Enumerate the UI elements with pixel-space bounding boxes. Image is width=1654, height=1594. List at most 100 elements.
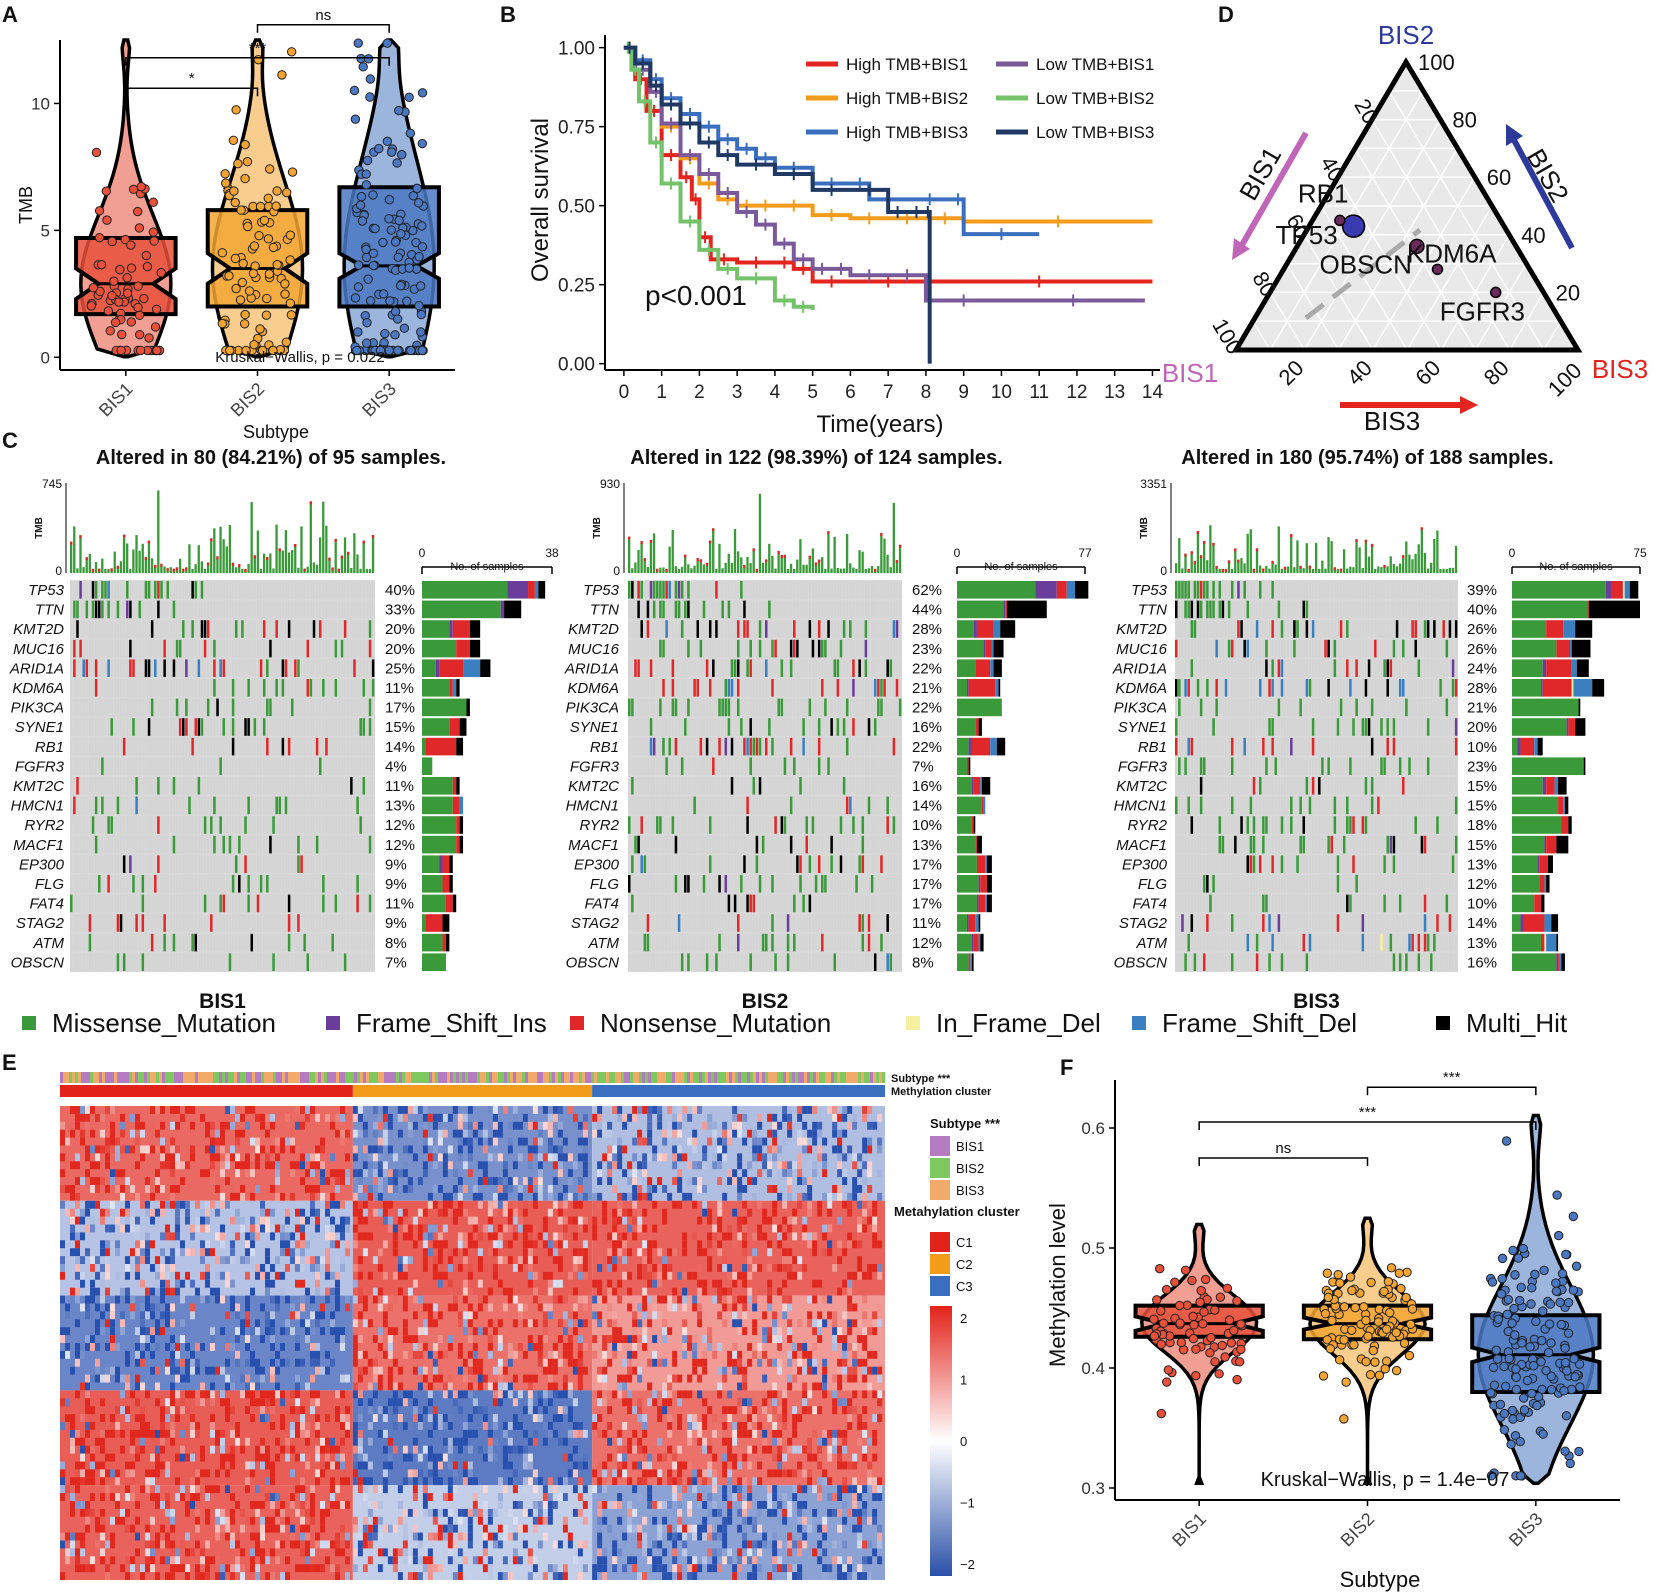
empty-cell — [350, 953, 353, 971]
empty-cell — [359, 855, 362, 873]
sample-count-bar — [968, 757, 971, 775]
empty-cell — [88, 698, 92, 717]
empty-cell — [746, 718, 749, 736]
empty-cell — [715, 933, 718, 952]
mutation-cell — [247, 894, 250, 913]
empty-cell — [303, 757, 306, 775]
mutation-cell — [817, 855, 821, 873]
empty-cell — [150, 659, 154, 677]
empty-cell — [892, 581, 896, 599]
empty-cell — [830, 737, 833, 756]
tmb-bar — [883, 538, 886, 573]
empty-cell — [855, 914, 858, 932]
empty-cell — [116, 639, 120, 658]
percent-label: 16% — [912, 719, 942, 736]
empty-cell — [771, 855, 774, 873]
empty-cell — [817, 816, 821, 834]
empty-cell — [306, 659, 310, 677]
tmb-bar — [646, 566, 649, 573]
empty-cell — [228, 855, 232, 873]
data-point — [239, 319, 250, 329]
empty-cell — [768, 698, 771, 717]
empty-cell — [185, 679, 188, 697]
data-point — [1320, 1309, 1331, 1319]
empty-cell — [724, 855, 728, 873]
empty-cell — [880, 757, 883, 775]
empty-cell — [839, 777, 843, 795]
sample-count-bar — [1056, 581, 1067, 599]
empty-cell — [687, 816, 690, 834]
empty-cell — [331, 953, 334, 971]
empty-cell — [680, 835, 684, 854]
empty-cell — [665, 737, 668, 756]
sample-count-bar — [983, 639, 986, 658]
sample-count-bar — [422, 933, 443, 952]
empty-cell — [222, 737, 226, 756]
data-point — [416, 309, 427, 320]
empty-cell — [736, 581, 740, 599]
data-point — [263, 234, 274, 244]
empty-cell — [671, 639, 675, 658]
empty-cell — [870, 914, 874, 932]
empty-cell — [79, 737, 82, 756]
data-point — [1339, 1302, 1350, 1312]
empty-cell — [272, 933, 275, 952]
percent-label: 7% — [385, 954, 407, 971]
empty-cell — [793, 816, 796, 834]
empty-cell — [315, 581, 319, 599]
gene-label: SYNE1 — [570, 719, 619, 736]
mutation-cell — [877, 679, 880, 697]
tmb-bar — [350, 567, 353, 573]
empty-cell — [680, 816, 684, 834]
mutation-cell — [144, 659, 148, 677]
empty-cell — [88, 581, 92, 599]
mutation-cell — [674, 698, 678, 717]
mutation-cell — [631, 777, 634, 795]
mutation-cell — [718, 933, 721, 952]
empty-cell — [718, 639, 721, 658]
mutation-cell — [119, 914, 123, 932]
empty-cell — [783, 620, 787, 638]
empty-cell — [259, 679, 263, 697]
empty-cell — [98, 894, 101, 913]
empty-cell — [793, 914, 796, 932]
empty-cell — [172, 894, 176, 913]
empty-cell — [833, 718, 837, 736]
empty-cell — [247, 835, 250, 854]
tick-bis3: 40 — [1342, 355, 1377, 390]
empty-cell — [328, 796, 331, 815]
tmb-bar — [793, 568, 796, 573]
empty-cell — [297, 953, 300, 971]
empty-cell — [346, 718, 350, 736]
empty-cell — [356, 914, 359, 932]
mutation-cell — [154, 659, 157, 677]
empty-cell — [699, 914, 703, 932]
empty-cell — [300, 933, 303, 952]
empty-cell — [157, 914, 160, 932]
tmb-bar — [668, 546, 671, 573]
empty-cell — [210, 620, 213, 638]
oncoplot-bis1: Altered in 80 (84.21%) of 95 samples.745… — [9, 447, 559, 1013]
legend-label: Low TMB+BIS3 — [1036, 123, 1154, 142]
empty-cell — [346, 698, 350, 717]
empty-cell — [789, 855, 793, 873]
empty-cell — [721, 855, 724, 873]
empty-cell — [122, 600, 126, 619]
empty-cell — [322, 737, 325, 756]
empty-cell — [858, 620, 861, 638]
empty-cell — [169, 600, 173, 619]
comparison-label: *** — [1443, 1069, 1461, 1086]
empty-cell — [250, 581, 254, 599]
empty-cell — [780, 757, 784, 775]
mutation-cell — [643, 933, 647, 952]
mutation-cell — [662, 581, 665, 599]
empty-cell — [294, 581, 297, 599]
empty-cell — [222, 639, 226, 658]
empty-cell — [334, 914, 338, 932]
data-point — [1224, 1315, 1235, 1325]
empty-cell — [231, 639, 235, 658]
empty-cell — [278, 718, 282, 736]
empty-cell — [73, 933, 76, 952]
empty-cell — [864, 600, 868, 619]
empty-cell — [712, 894, 715, 913]
